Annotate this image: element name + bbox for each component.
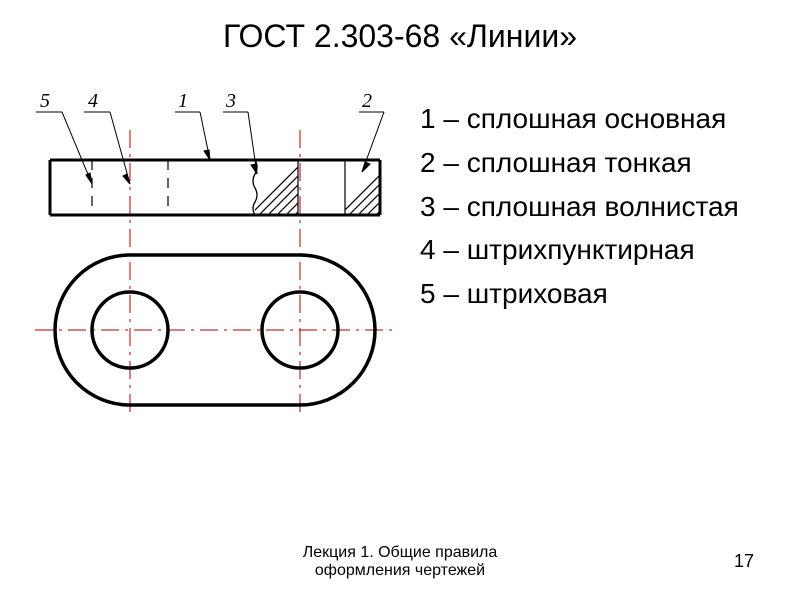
leader-lines — [36, 112, 384, 184]
footer-line-2: оформления чертежей — [315, 562, 485, 579]
legend-item-1: 1 – сплошная основная — [420, 100, 790, 138]
centerlines — [35, 130, 395, 415]
slide: ГОСТ 2.303-68 «Линии» 5 4 1 3 2 — [0, 0, 800, 600]
legend-item-2: 2 – сплошная тонкая — [420, 144, 790, 182]
technical-diagram: 5 4 1 3 2 — [10, 90, 420, 430]
section-bounds — [298, 160, 345, 215]
legend-num-1: 1 — [420, 103, 436, 134]
legend-item-5: 5 – штриховая — [420, 275, 790, 313]
slide-title: ГОСТ 2.303-68 «Линии» — [0, 18, 800, 55]
footer-line-1: Лекция 1. Общие правила — [303, 544, 498, 561]
label-3: 3 — [226, 90, 236, 113]
legend-num-2: 2 — [420, 147, 436, 178]
drawing-svg — [10, 90, 420, 430]
legend-num-4: 4 — [420, 234, 436, 265]
footer: Лекция 1. Общие правила оформления черте… — [0, 544, 800, 580]
legend-item-4: 4 – штрихпунктирная — [420, 231, 790, 269]
label-1: 1 — [178, 90, 188, 113]
side-view-outline — [50, 160, 380, 215]
legend-text-4: штрихпунктирная — [467, 234, 695, 265]
legend-num-5: 5 — [420, 278, 436, 309]
legend-text-5: штриховая — [467, 278, 608, 309]
page-number: 17 — [734, 551, 754, 572]
label-2: 2 — [362, 90, 372, 113]
legend-text-1: сплошная основная — [467, 103, 727, 134]
legend-text-2: сплошная тонкая — [467, 147, 692, 178]
label-5: 5 — [40, 90, 50, 113]
legend-item-3: 3 – сплошная волнистая — [420, 188, 790, 226]
legend-num-3: 3 — [420, 191, 436, 222]
legend-text-3: сплошная волнистая — [467, 191, 739, 222]
label-4: 4 — [88, 90, 98, 113]
legend: 1 – сплошная основная 2 – сплошная тонка… — [420, 100, 790, 319]
